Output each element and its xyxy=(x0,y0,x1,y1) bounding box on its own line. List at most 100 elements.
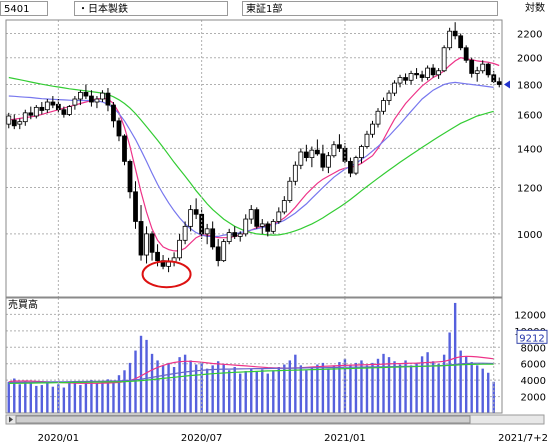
volume-bar xyxy=(360,360,363,413)
volume-bar xyxy=(18,384,21,413)
volume-bar xyxy=(487,372,490,413)
scrollbar-thumb[interactable] xyxy=(15,415,471,424)
volume-grid xyxy=(6,313,502,398)
candle-body xyxy=(237,233,243,237)
candle-body xyxy=(303,151,309,158)
candle-body xyxy=(270,221,276,232)
scroll-left-icon[interactable] xyxy=(9,416,13,423)
volume-bar xyxy=(327,368,330,413)
volume-bar xyxy=(90,380,93,413)
volume-bar xyxy=(305,370,308,413)
candle-body xyxy=(458,35,464,49)
candle-body xyxy=(320,153,326,168)
volume-moving-averages xyxy=(8,355,494,384)
volume-bar xyxy=(371,362,374,413)
candle-body xyxy=(11,119,17,127)
volume-bar xyxy=(95,383,99,413)
candle-body xyxy=(325,155,331,168)
volume-bar xyxy=(376,358,380,413)
volume-bar xyxy=(73,380,77,413)
candle-body xyxy=(210,228,216,248)
candle-body xyxy=(375,110,381,125)
price-tick-label: 2200 xyxy=(517,29,542,40)
volume-bar xyxy=(46,381,49,413)
volume-bar xyxy=(123,370,126,413)
volume-bar xyxy=(211,365,214,413)
candle-body xyxy=(89,95,94,103)
volume-bar xyxy=(332,365,336,413)
volume-bar xyxy=(112,381,115,413)
candle-body xyxy=(248,209,254,220)
market-name: 東証1部 xyxy=(246,4,283,15)
volume-bar xyxy=(29,383,32,413)
volume-bar xyxy=(448,332,451,413)
volume-bar xyxy=(239,373,242,413)
volume-bar xyxy=(255,371,258,413)
candle-body xyxy=(342,147,348,162)
candle-body xyxy=(381,100,386,112)
candle-body xyxy=(78,91,83,100)
volume-bar xyxy=(365,365,369,413)
candle-body xyxy=(122,135,127,162)
volume-bar xyxy=(228,370,231,413)
candle-body xyxy=(204,228,210,235)
candle-body xyxy=(309,149,315,158)
volume-tick-label: 4000 xyxy=(521,376,546,387)
candle-body xyxy=(144,233,149,256)
volume-bar xyxy=(194,364,198,413)
candle-body xyxy=(447,30,453,49)
volume-tick-label: 2000 xyxy=(521,393,546,404)
candle-body xyxy=(331,144,337,157)
volume-bar xyxy=(35,385,38,413)
candle-body xyxy=(50,101,56,106)
volume-bar xyxy=(277,367,280,413)
candle-body xyxy=(287,180,293,201)
volume-bar xyxy=(24,380,27,413)
candle-body xyxy=(243,218,249,235)
volume-bar xyxy=(398,364,402,413)
volume-bar xyxy=(261,369,264,413)
candle-body xyxy=(265,223,271,232)
candle-body xyxy=(298,151,304,166)
volume-bar xyxy=(13,378,16,413)
company-name: 日本製鉄 xyxy=(88,4,128,15)
candle-body xyxy=(33,106,39,117)
date-tick-label: 2020/01 xyxy=(38,433,80,444)
current-price-arrow-icon xyxy=(504,80,510,89)
candle-body xyxy=(419,74,425,78)
candle-body xyxy=(441,47,447,72)
volume-current-box xyxy=(516,329,548,344)
candle-body xyxy=(353,157,359,174)
volume-bar xyxy=(106,379,110,413)
candle-body xyxy=(364,133,370,147)
low-highlight-circle xyxy=(141,260,192,289)
volume-bar xyxy=(145,339,148,413)
candle-body xyxy=(463,47,469,61)
candle-body xyxy=(155,251,160,262)
volume-bar xyxy=(382,353,385,413)
candle-body xyxy=(337,144,342,149)
price-grid xyxy=(6,32,502,235)
volume-bar xyxy=(172,367,176,413)
candle-body xyxy=(193,209,199,215)
volume-bar xyxy=(128,362,132,413)
candle-body xyxy=(28,112,34,116)
volume-bar xyxy=(40,385,44,413)
candle-body xyxy=(127,160,133,193)
candle-body xyxy=(292,164,298,182)
market-name-box: 東証1部 xyxy=(242,1,498,16)
volume-bar xyxy=(349,364,352,413)
candle-body xyxy=(44,101,50,111)
candle-body xyxy=(111,104,116,122)
price-ma-line xyxy=(8,76,494,236)
candlesticks xyxy=(6,22,502,273)
volume-bar xyxy=(101,380,104,413)
volume-bar xyxy=(426,352,429,413)
log-scale-label[interactable]: 対数 xyxy=(508,1,548,16)
volume-bar xyxy=(205,368,209,413)
volume-bar xyxy=(338,362,341,413)
volume-bar xyxy=(354,362,358,413)
price-tick-label: 1200 xyxy=(517,184,542,195)
price-ma-line xyxy=(8,57,500,252)
